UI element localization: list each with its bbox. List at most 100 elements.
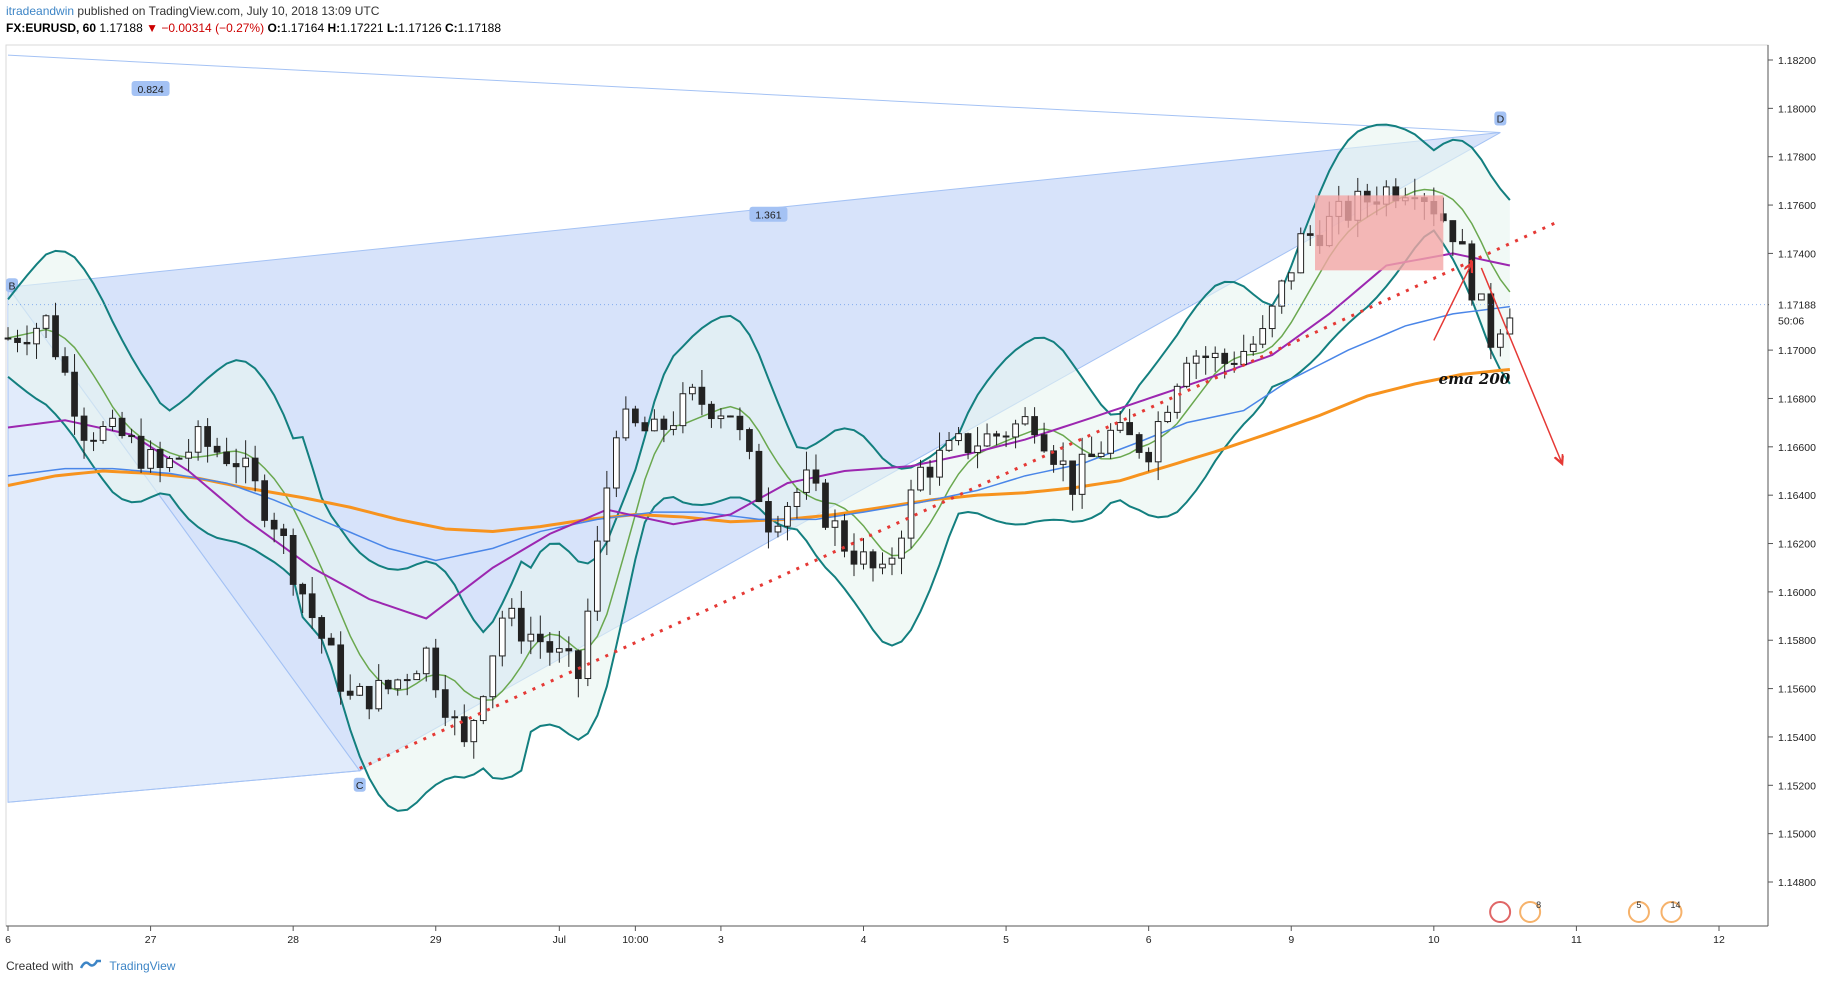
candle-body[interactable] bbox=[299, 583, 307, 595]
candle-body[interactable] bbox=[1154, 421, 1162, 463]
candle-body[interactable] bbox=[831, 520, 839, 528]
candle-body[interactable] bbox=[346, 690, 354, 696]
us-flag-icon[interactable] bbox=[1489, 901, 1512, 923]
candle-body[interactable] bbox=[441, 689, 449, 718]
candle-body[interactable] bbox=[213, 445, 221, 453]
candle-body[interactable] bbox=[593, 540, 601, 612]
candle-body[interactable] bbox=[1211, 352, 1219, 359]
candle-body[interactable] bbox=[223, 451, 230, 465]
price-axis[interactable]: 1.18200 1.18000 1.17800 1.17600 1.17400 50:06… bbox=[1768, 55, 1827, 889]
candle-body[interactable] bbox=[99, 426, 107, 441]
candle-body[interactable] bbox=[793, 491, 801, 507]
candle-body[interactable] bbox=[1069, 460, 1076, 495]
candle-body[interactable] bbox=[993, 433, 1000, 437]
candle-body[interactable] bbox=[1202, 355, 1210, 359]
candle-body[interactable] bbox=[945, 440, 953, 451]
candlesticks[interactable] bbox=[4, 177, 1514, 759]
candle-body[interactable] bbox=[498, 617, 506, 657]
candle-body[interactable] bbox=[689, 386, 696, 395]
event-flags[interactable]: 8 5 14 bbox=[1489, 900, 1683, 923]
candle-body[interactable] bbox=[765, 501, 772, 533]
candle-body[interactable] bbox=[907, 489, 915, 539]
candle-body[interactable] bbox=[955, 433, 962, 442]
moving-average-line[interactable] bbox=[7, 305, 1510, 562]
us-flag-icon[interactable] bbox=[1660, 901, 1683, 923]
candle-body[interactable] bbox=[717, 415, 725, 420]
candle-body[interactable] bbox=[651, 418, 658, 432]
candle-body[interactable] bbox=[1012, 423, 1019, 438]
candle-body[interactable] bbox=[1221, 352, 1229, 364]
candle-body[interactable] bbox=[536, 633, 544, 643]
candle-body[interactable] bbox=[337, 644, 345, 692]
candle-body[interactable] bbox=[327, 637, 335, 646]
candle-body[interactable] bbox=[1458, 241, 1466, 245]
candle-body[interactable] bbox=[812, 469, 820, 484]
candle-body[interactable] bbox=[166, 458, 173, 469]
candle-body[interactable] bbox=[33, 327, 40, 345]
us-flag-icon[interactable] bbox=[1519, 901, 1542, 923]
tradingview-brand[interactable]: TradingView bbox=[109, 958, 176, 973]
candle-body[interactable] bbox=[42, 315, 50, 329]
candle-body[interactable] bbox=[708, 403, 715, 420]
candle-body[interactable] bbox=[375, 679, 383, 710]
candle-body[interactable] bbox=[403, 679, 411, 682]
candle-body[interactable] bbox=[1126, 422, 1134, 436]
candle-body[interactable] bbox=[156, 449, 164, 469]
candle-body[interactable] bbox=[14, 337, 21, 343]
candle-body[interactable] bbox=[869, 551, 877, 569]
candle-body[interactable] bbox=[413, 673, 421, 681]
bollinger-upper-band[interactable] bbox=[7, 123, 1511, 634]
candle-body[interactable] bbox=[888, 557, 896, 565]
candle-body[interactable] bbox=[1306, 233, 1314, 236]
candle-body[interactable] bbox=[451, 716, 459, 719]
candle-body[interactable] bbox=[1487, 293, 1495, 348]
candle-body[interactable] bbox=[460, 716, 468, 743]
candle-body[interactable] bbox=[964, 433, 972, 453]
candle-body[interactable] bbox=[1249, 343, 1257, 352]
candle-body[interactable] bbox=[974, 445, 981, 453]
candle-body[interactable] bbox=[517, 607, 525, 642]
candle-body[interactable] bbox=[137, 435, 145, 469]
candle-body[interactable] bbox=[470, 720, 478, 743]
candle-body[interactable] bbox=[432, 647, 440, 691]
candle-body[interactable] bbox=[784, 505, 791, 527]
drawings[interactable]: ema 200 bbox=[8, 195, 1768, 770]
candle-body[interactable] bbox=[898, 537, 905, 559]
candle-body[interactable] bbox=[71, 371, 78, 417]
candle-body[interactable] bbox=[4, 337, 12, 340]
candle-body[interactable] bbox=[61, 356, 69, 373]
candle-body[interactable] bbox=[422, 647, 430, 675]
candle-body[interactable] bbox=[822, 482, 829, 528]
candle-body[interactable] bbox=[384, 679, 392, 690]
candle-body[interactable] bbox=[1259, 328, 1267, 345]
candle-body[interactable] bbox=[555, 648, 563, 653]
candle-body[interactable] bbox=[755, 450, 763, 503]
candle-body[interactable] bbox=[175, 457, 183, 460]
candle-body[interactable] bbox=[632, 408, 639, 424]
candle-body[interactable] bbox=[584, 610, 592, 680]
candle-body[interactable] bbox=[289, 534, 297, 585]
candle-body[interactable] bbox=[23, 341, 31, 345]
candle-body[interactable] bbox=[727, 415, 734, 418]
candle-body[interactable] bbox=[1164, 411, 1172, 423]
candle-body[interactable] bbox=[52, 315, 59, 358]
candle-body[interactable] bbox=[622, 408, 630, 439]
candle-body[interactable] bbox=[1468, 243, 1476, 301]
candle-body[interactable] bbox=[185, 451, 192, 459]
candle-body[interactable] bbox=[118, 417, 126, 437]
candle-body[interactable] bbox=[1088, 453, 1095, 458]
candle-body[interactable] bbox=[270, 519, 278, 530]
candle-body[interactable] bbox=[565, 648, 573, 652]
candle-body[interactable] bbox=[679, 393, 687, 427]
candle-body[interactable] bbox=[1287, 272, 1295, 282]
candle-body[interactable] bbox=[365, 685, 373, 710]
candle-body[interactable] bbox=[204, 426, 211, 447]
candle-body[interactable] bbox=[80, 415, 88, 441]
candle-body[interactable] bbox=[128, 435, 135, 438]
candle-body[interactable] bbox=[1240, 350, 1248, 365]
candle-body[interactable] bbox=[479, 696, 487, 722]
candle-body[interactable] bbox=[1145, 451, 1153, 463]
candle-body[interactable] bbox=[1059, 460, 1067, 465]
candle-body[interactable] bbox=[1002, 435, 1010, 438]
